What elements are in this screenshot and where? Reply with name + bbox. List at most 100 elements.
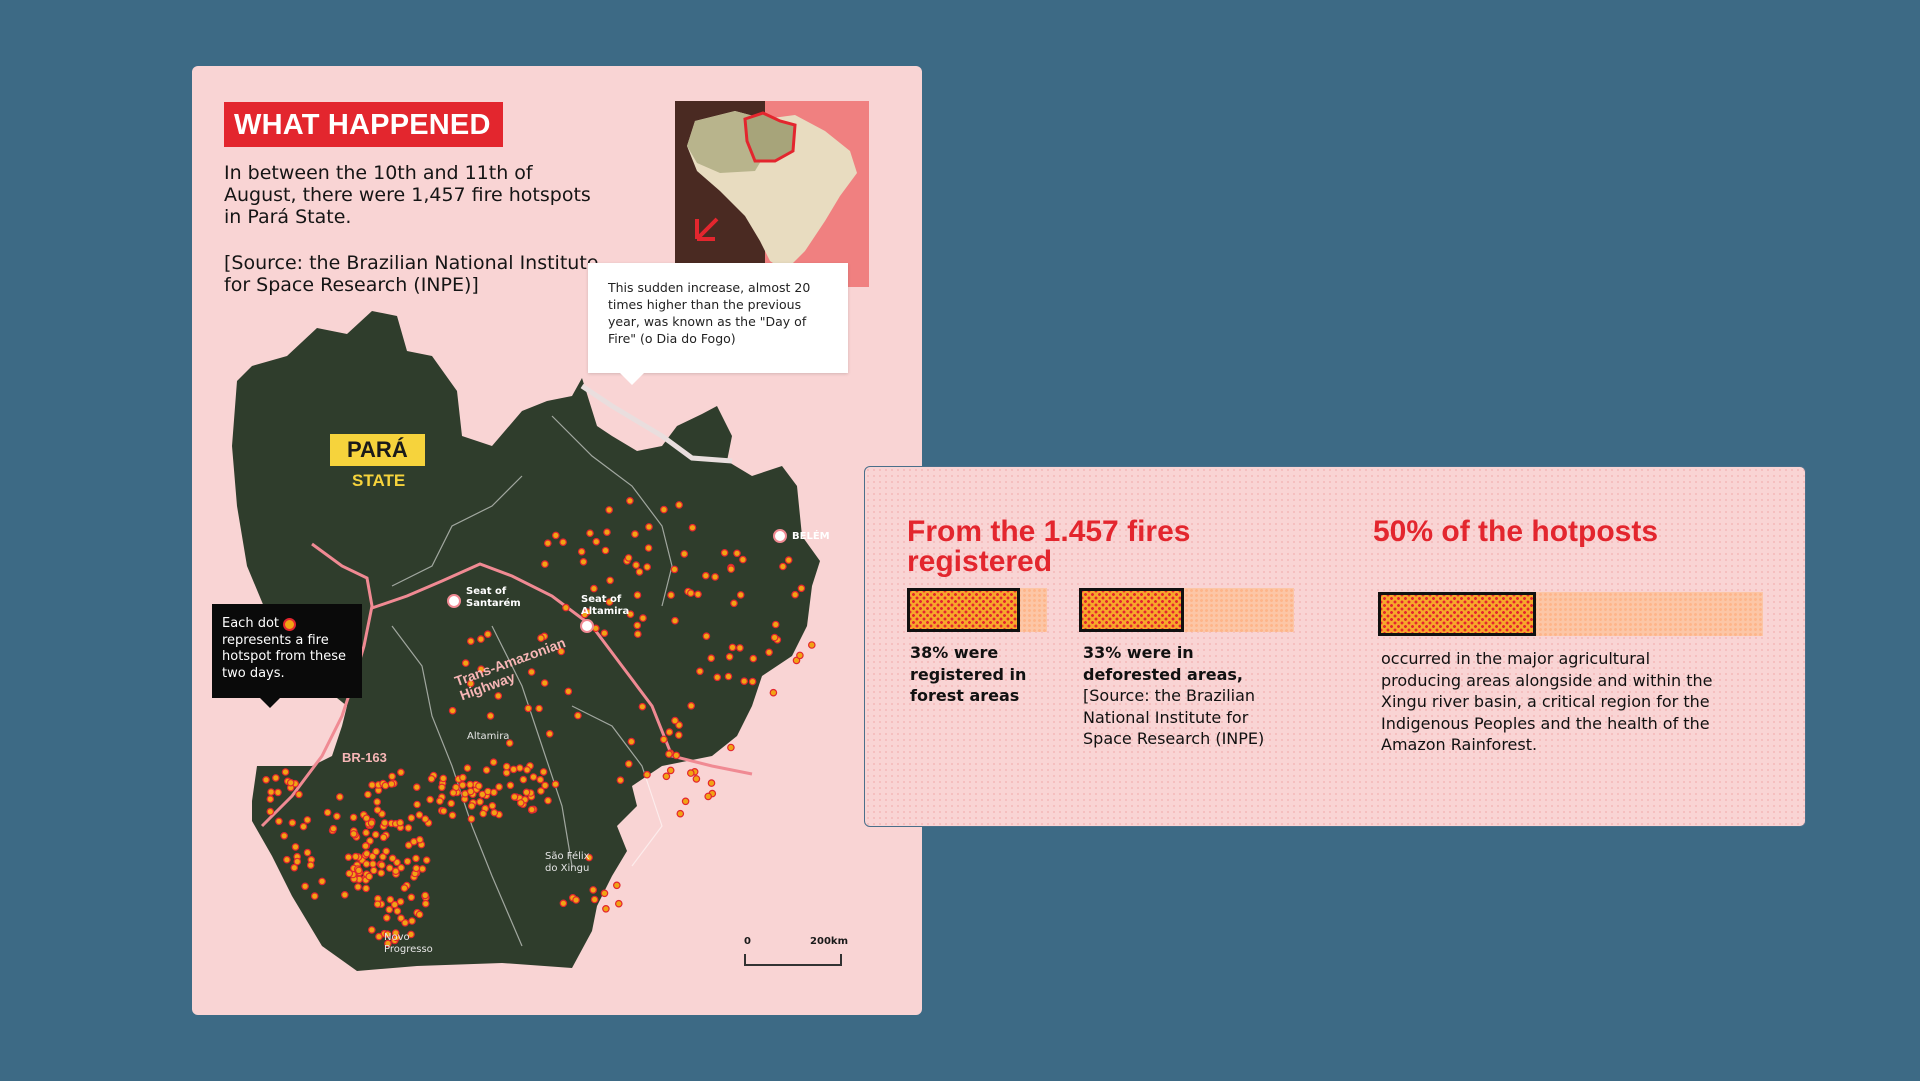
hotspot-dot [665, 728, 674, 736]
hotspot-dot [466, 780, 474, 789]
hotspot-dot [466, 787, 475, 796]
hotspot-dot [728, 643, 737, 652]
hotspot-dot [807, 641, 816, 649]
hotspot-dot [494, 692, 503, 700]
legend-text: Each dot represents a fire hotspot from … [222, 616, 346, 681]
hotspot-dot [290, 863, 299, 872]
hotspot-dot [387, 780, 396, 788]
hotspot-dot [606, 576, 614, 585]
hotspot-dot [707, 779, 716, 787]
hotspot-dot [439, 807, 448, 815]
label-sao-felix: São Félix do Xingu [545, 851, 590, 874]
hotspot-dot [459, 773, 467, 782]
hotspot-dot [633, 621, 642, 630]
hotspot-dot [288, 818, 297, 827]
hotspot-dot [463, 764, 472, 772]
hotspot-dot [483, 630, 492, 639]
hotspot-dot [544, 796, 552, 805]
hotspot-dot [375, 932, 383, 941]
hotspot-dot [720, 548, 729, 557]
hotspot-dot [477, 635, 485, 643]
hotspot-dot [364, 790, 372, 799]
hotspot-dot [368, 926, 376, 934]
hotspot-dot [515, 764, 524, 772]
hotspot-dot [396, 818, 405, 827]
hotspot-dot [590, 895, 599, 904]
hotspot-dot [675, 501, 683, 509]
hotspot-dot [626, 496, 634, 505]
hotspot-dot [522, 788, 531, 797]
hotspot-dot [275, 817, 283, 826]
hotspot-dot [323, 808, 332, 817]
hotspot-dot [506, 781, 515, 790]
xingu-bar-fill [1378, 592, 1536, 636]
hotspot-dot [299, 822, 308, 831]
hotspot-dot [361, 842, 370, 850]
hotspot-dot [600, 629, 609, 638]
label-belem: BELÉM [792, 531, 830, 542]
hotspot-dots [262, 496, 816, 948]
hotspot-dot [779, 562, 787, 571]
hotspot-dot [687, 701, 696, 710]
hotspot-dot [559, 899, 568, 908]
hotspot-dot [385, 905, 394, 914]
map-panel: WHAT HAPPENED In between the 10th and 11… [192, 66, 922, 1015]
stat-forest: 38% were registered in forest areas [910, 642, 1050, 707]
hotspot-dot [524, 704, 533, 713]
hotspot-dot [362, 814, 371, 823]
hotspot-dot [397, 768, 405, 777]
hotspot-dot [403, 857, 412, 866]
hotspot-dot [602, 904, 610, 913]
hotspot-dot [643, 563, 652, 571]
hotspot-dot [704, 792, 713, 801]
hotspot-dot [666, 766, 675, 775]
hotspot-dot [585, 853, 593, 862]
hotspot-dot [765, 648, 773, 657]
callout-tail [260, 698, 280, 708]
hotspot-dot [770, 633, 779, 642]
stat-xingu: occurred in the major agricultural produ… [1381, 649, 1713, 754]
hotspot-dot [671, 716, 679, 725]
hotspot-dot [392, 867, 400, 876]
hotspot-dot [336, 793, 344, 801]
hotspot-dot [367, 819, 376, 827]
scale-line [744, 954, 842, 966]
hotspot-dot [378, 861, 386, 869]
label-altamira-seat: Seat of Altamira [581, 594, 630, 617]
hotspot-dot [736, 591, 745, 599]
hotspot-dot [675, 721, 683, 729]
hotspot-dot [516, 799, 525, 807]
hotspot-dot [541, 781, 549, 790]
hotspot-dot [502, 768, 511, 777]
hotspot-dot [605, 598, 614, 606]
hotspot-dot [688, 523, 697, 532]
hotspot-dot [384, 939, 392, 948]
hotspot-dot [577, 547, 586, 556]
hotspot-dot [541, 560, 549, 568]
hotspot-dot [665, 750, 673, 758]
hotspot-dot [545, 729, 554, 738]
hotspot-dot [266, 807, 275, 816]
label-altamira: Altamira [467, 731, 510, 742]
hotspot-dot [362, 849, 371, 858]
hotspot-dot [540, 679, 549, 687]
hotspot-dot [318, 877, 326, 886]
hotspot-dot [725, 652, 734, 661]
hotspot-dot [748, 677, 757, 686]
hotspot-dot [369, 860, 377, 868]
hotspot-dot [383, 913, 391, 922]
hotspot-dot [713, 673, 722, 682]
hotspot-dot [660, 505, 668, 514]
hotspot-dot [727, 743, 735, 752]
hotspot-dot [412, 854, 420, 863]
hotspot-dot [351, 852, 360, 861]
hotspot-dot [274, 788, 282, 797]
hotspot-dot-icon [283, 618, 296, 631]
hotspot-dot [527, 668, 536, 676]
hotspot-dot [557, 647, 566, 656]
hotspot-dot [733, 549, 741, 558]
hotspot-dot [354, 883, 362, 891]
hotspot-dot [426, 795, 434, 804]
hotspot-dot [291, 843, 300, 851]
hotspot-dot [458, 781, 467, 789]
